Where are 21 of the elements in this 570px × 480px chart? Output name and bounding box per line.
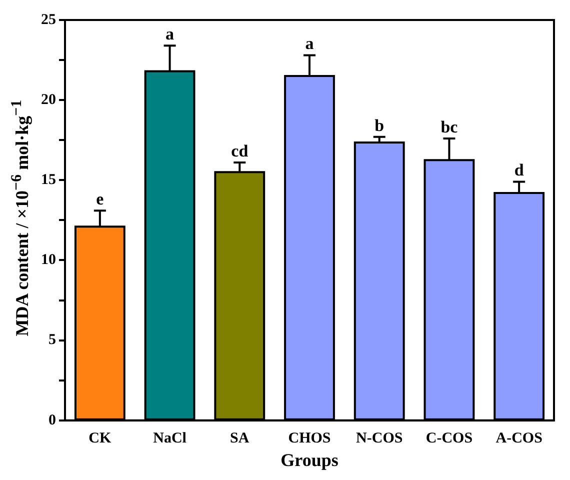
annotation: cd <box>231 141 249 160</box>
annotation: a <box>305 34 314 54</box>
x-tick-label: A-COS <box>496 430 542 446</box>
annotation: d <box>514 160 524 180</box>
annotation: e <box>96 189 104 208</box>
x-tick-label: C-COS <box>426 430 473 446</box>
y-tick-label: 5 <box>48 332 56 348</box>
annotation: b <box>374 116 384 135</box>
x-axis-title: Groups <box>280 450 338 470</box>
y-tick-label: 20 <box>41 92 56 108</box>
x-tick-label: CK <box>88 430 112 446</box>
x-tick-label: SA <box>230 430 250 446</box>
y-tick-label: 25 <box>41 12 56 28</box>
annotation: a <box>166 24 175 44</box>
y-tick-label: 0 <box>48 412 56 428</box>
x-tick-label: NaCl <box>153 430 186 446</box>
x-tick-label: CHOS <box>288 430 331 446</box>
annotation: bc <box>440 117 458 136</box>
y-tick-label: 15 <box>41 172 56 188</box>
x-tick-label: N-COS <box>356 430 403 446</box>
y-tick-label: 10 <box>41 252 56 268</box>
